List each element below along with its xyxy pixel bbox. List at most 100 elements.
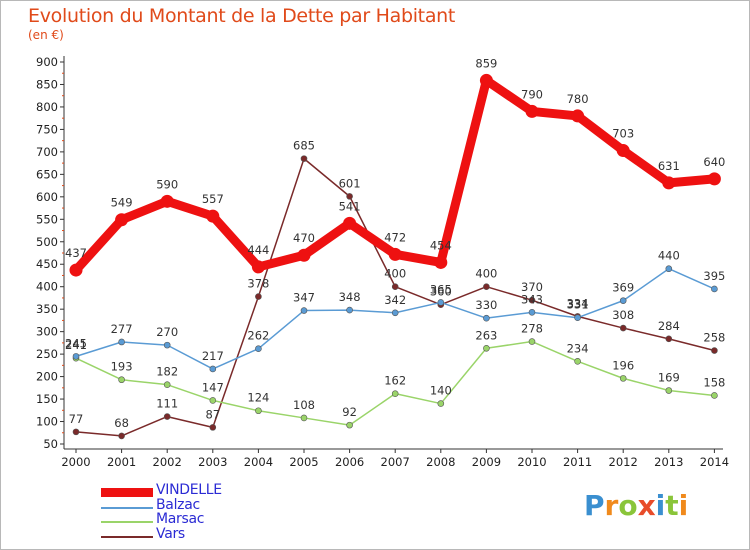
data-point-vindelle: [434, 255, 448, 269]
y-tick-label: 750: [36, 122, 58, 136]
data-point-vars: [483, 283, 490, 291]
x-tick-label: 2008: [426, 455, 455, 469]
data-label-marsac: 196: [612, 358, 634, 372]
data-point-marsac: [255, 407, 262, 415]
data-label-marsac: 162: [384, 374, 406, 388]
data-point-marsac: [711, 392, 718, 399]
data-label-marsac: 147: [202, 380, 224, 394]
data-label-vindelle: 444: [247, 243, 269, 257]
data-label-balzac: 277: [111, 322, 133, 336]
data-label-balzac: 270: [156, 325, 178, 339]
x-tick-label: 2003: [198, 455, 227, 469]
y-tick-label: 350: [36, 302, 58, 316]
data-label-vindelle: 470: [293, 231, 315, 245]
data-point-marsac: [483, 344, 490, 352]
data-label-balzac: 262: [247, 329, 269, 343]
data-label-marsac: 140: [430, 384, 452, 398]
y-tick-label: 250: [36, 347, 58, 361]
data-label-balzac: 369: [612, 281, 634, 295]
legend-label: Balzac: [156, 496, 200, 513]
data-label-balzac: 365: [430, 282, 452, 296]
y-tick-label: 150: [36, 392, 58, 406]
data-label-balzac: 342: [384, 293, 406, 307]
data-point-vindelle: [251, 260, 265, 274]
x-tick-label: 2002: [153, 455, 182, 469]
data-point-vindelle: [525, 104, 539, 118]
data-label-balzac: 331: [567, 298, 589, 312]
data-label-vars: 68: [114, 416, 129, 430]
data-point-vars: [255, 293, 262, 300]
data-point-marsac: [118, 376, 125, 384]
data-label-vindelle: 472: [384, 230, 406, 244]
y-tick-label: 900: [36, 55, 58, 69]
data-point-vindelle: [206, 209, 220, 223]
y-tick-label: 850: [36, 77, 58, 91]
data-point-vars: [391, 283, 399, 291]
data-label-vars: 400: [475, 267, 497, 281]
data-point-vars: [711, 347, 718, 354]
data-point-balzac: [163, 341, 171, 349]
data-label-marsac: 108: [293, 398, 315, 412]
data-point-vindelle: [343, 216, 357, 230]
data-label-vars: 77: [69, 412, 84, 426]
data-point-vars: [209, 424, 217, 431]
data-label-vindelle: 859: [475, 56, 497, 70]
data-label-vindelle: 631: [658, 159, 680, 173]
chart-subtitle: (en €): [28, 28, 64, 42]
data-label-marsac: 182: [156, 365, 178, 379]
data-label-vars: 685: [293, 139, 315, 153]
x-tick-label: 2013: [654, 455, 683, 469]
data-point-marsac: [209, 397, 217, 404]
x-tick-label: 2011: [563, 455, 592, 469]
data-point-balzac: [118, 338, 125, 346]
data-label-marsac: 124: [247, 391, 269, 405]
y-tick-label: 500: [36, 235, 58, 249]
y-tick-label: 600: [36, 190, 58, 204]
x-tick-label: 2001: [107, 455, 136, 469]
data-point-balzac: [346, 306, 353, 314]
legend-label: Marsac: [156, 511, 205, 527]
data-point-balzac: [209, 365, 217, 373]
data-point-marsac: [437, 400, 445, 407]
data-label-vars: 370: [521, 280, 543, 294]
data-label-vars: 258: [703, 331, 725, 345]
y-tick-label: 450: [36, 257, 58, 271]
x-tick-label: 2010: [517, 455, 546, 469]
data-point-balzac: [528, 309, 536, 316]
data-label-vindelle: 541: [339, 199, 361, 213]
data-label-vars: 87: [205, 407, 220, 421]
data-label-marsac: 263: [475, 328, 497, 342]
data-point-marsac: [574, 358, 581, 365]
data-point-vindelle: [69, 263, 83, 277]
data-label-vindelle: 454: [430, 238, 452, 252]
data-label-vars: 308: [612, 308, 634, 322]
data-label-vindelle: 557: [202, 192, 224, 206]
y-tick-label: 50: [43, 437, 58, 451]
data-label-marsac: 169: [658, 371, 680, 385]
data-label-vars: 360: [430, 285, 452, 299]
data-point-balzac: [711, 285, 718, 293]
data-point-vars: [528, 296, 536, 304]
data-point-vindelle: [662, 176, 676, 190]
x-tick-label: 2012: [609, 455, 638, 469]
data-label-vindelle: 437: [65, 246, 87, 260]
data-point-balzac: [574, 314, 581, 322]
x-tick-label: 2006: [335, 455, 364, 469]
data-label-vindelle: 780: [567, 92, 589, 106]
data-point-vars: [72, 428, 80, 436]
data-point-vindelle: [479, 73, 493, 87]
data-point-marsac: [300, 414, 308, 422]
y-tick-label: 200: [36, 370, 58, 384]
x-tick-label: 2014: [700, 455, 729, 469]
y-tick-label: 650: [36, 167, 58, 181]
legend-swatch: [101, 506, 153, 509]
data-label-vindelle: 703: [612, 127, 634, 141]
data-point-marsac: [391, 390, 399, 397]
data-label-vars: 601: [339, 176, 361, 190]
data-label-marsac: 278: [521, 322, 543, 336]
data-point-vindelle: [707, 172, 721, 186]
data-label-balzac: 245: [65, 336, 87, 350]
legend-swatch: [101, 488, 153, 497]
